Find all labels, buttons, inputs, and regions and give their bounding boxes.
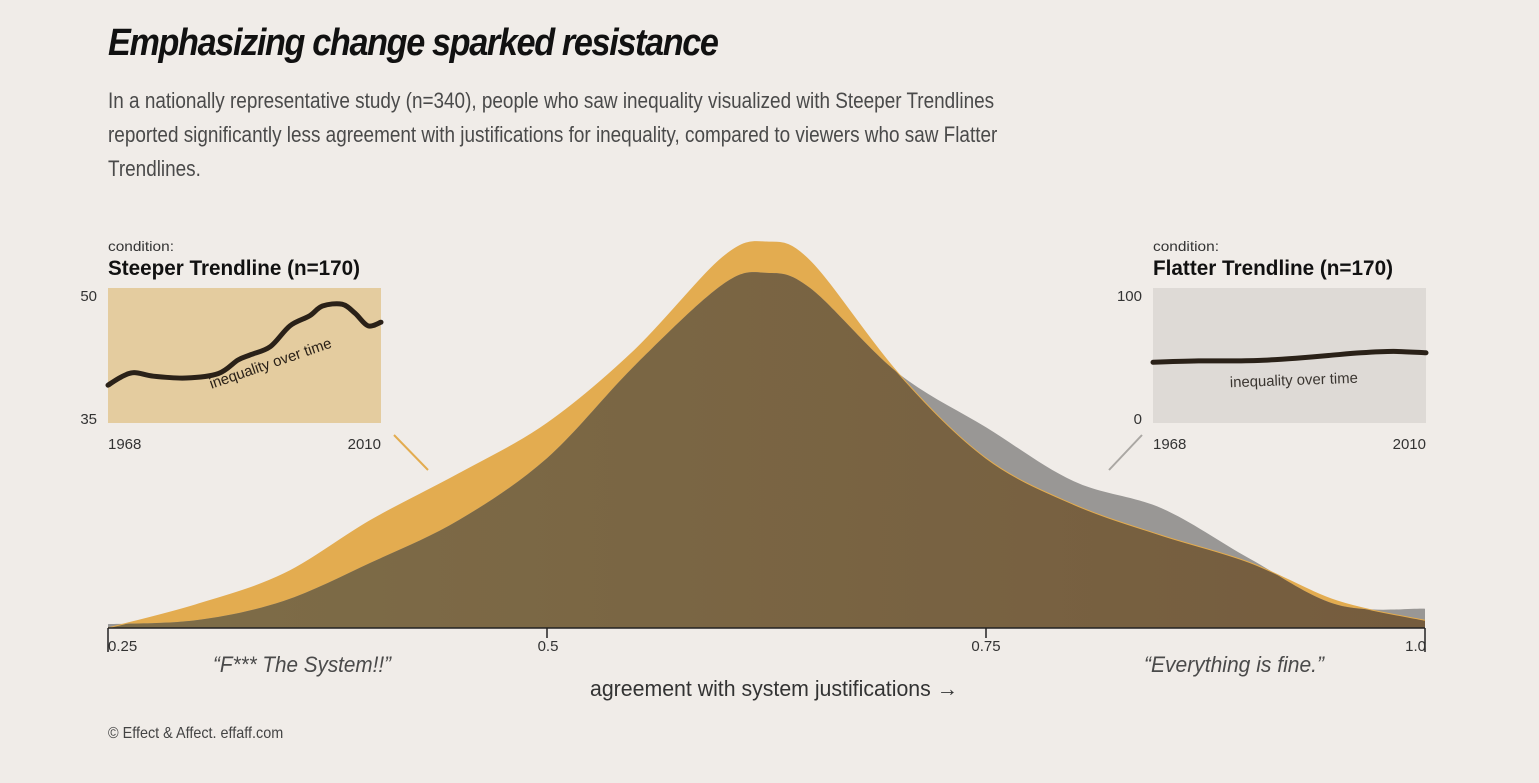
- chart-title: Emphasizing change sparked resistance: [108, 22, 719, 64]
- left-quote-annotation: “F*** The System!!”: [213, 652, 393, 677]
- inset-x-end-label: 2010: [348, 436, 381, 453]
- flatter-inset-connector: [1108, 434, 1143, 471]
- x-tick-label: 0.5: [538, 638, 559, 655]
- condition-label: condition:: [1153, 238, 1219, 254]
- chart-subtitle: In a nationally representative study (n=…: [108, 88, 998, 181]
- x-axis-label: agreement with system justifications →: [590, 676, 958, 701]
- inset-x-start-label: 1968: [1153, 436, 1186, 453]
- flatter-inset-trendline: [1150, 348, 1429, 365]
- inset-y-min-label: 0: [1134, 411, 1142, 428]
- flatter-inset-line-label: inequality over time: [1230, 370, 1359, 391]
- x-tick-label: 0.25: [108, 638, 137, 655]
- density-areas: [107, 241, 1426, 629]
- copyright-footer: © Effect & Affect. effaff.com: [108, 725, 284, 742]
- steeper-inset-trendline: [105, 301, 384, 388]
- steeper-inset-connector: [393, 434, 429, 471]
- inset-y-min-label: 35: [80, 411, 97, 428]
- inset-x-end-label: 2010: [1393, 436, 1426, 453]
- x-axis: 0.25 0.5 0.75 1.0 “F*** The System!!” “E…: [107, 627, 1426, 701]
- steeper-inset: condition: Steeper Trendline (n=170) 50 …: [80, 238, 429, 471]
- inset-y-max-label: 100: [1117, 288, 1142, 305]
- steeper-density-line: [107, 241, 1426, 629]
- inset-y-max-label: 50: [80, 288, 97, 305]
- right-quote-annotation: “Everything is fine.”: [1144, 652, 1326, 677]
- inset-x-start-label: 1968: [108, 436, 141, 453]
- flatter-condition-name: Flatter Trendline (n=170): [1153, 257, 1393, 280]
- x-tick-label: 0.75: [971, 638, 1000, 655]
- x-tick-label: 1.0: [1405, 638, 1426, 655]
- condition-label: condition:: [108, 238, 174, 254]
- overlap-density-area: [108, 272, 1425, 628]
- flatter-inset-panel: [1153, 288, 1426, 423]
- steeper-condition-name: Steeper Trendline (n=170): [108, 257, 360, 280]
- flatter-inset: condition: Flatter Trendline (n=170) 100…: [1108, 238, 1429, 471]
